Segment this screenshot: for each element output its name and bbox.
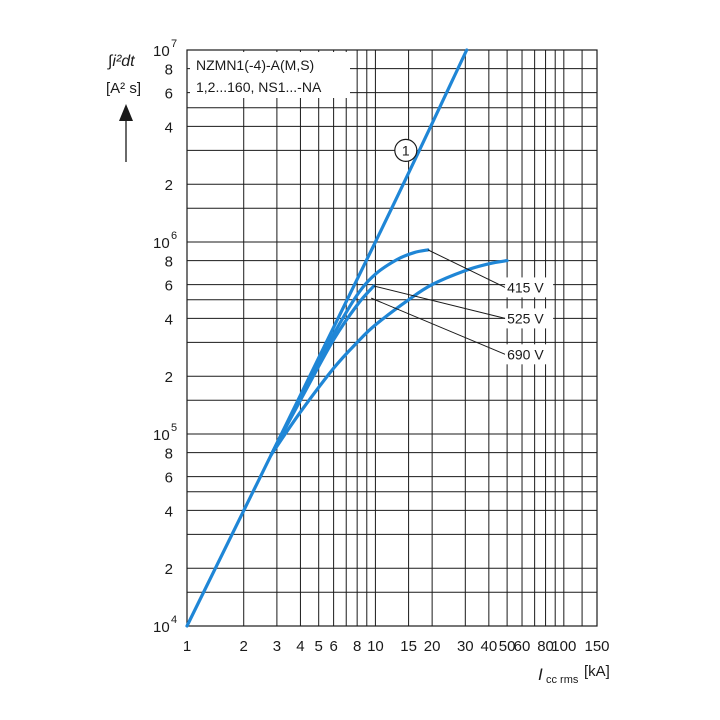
- curve-marker-circle: [394, 138, 418, 162]
- series-label: 415 V: [507, 279, 544, 295]
- title-line-1: NZMN1(-4)-A(M,S): [196, 57, 314, 73]
- y-tick-label: 8: [165, 446, 173, 463]
- chart-title-box: NZMN1(-4)-A(M,S) 1,2...160, NS1...-NA: [190, 52, 350, 98]
- leader-line: [373, 285, 506, 319]
- y-axis-arrow-head: [119, 104, 133, 121]
- leader-line: [371, 297, 506, 355]
- x-tick-label: 8: [353, 638, 361, 655]
- y-tick-label: 4: [165, 503, 173, 520]
- y-tick-label: 2: [165, 561, 173, 578]
- curve-marker-label: 1: [402, 142, 410, 158]
- y-axis-title: ∫i²dt [A² s]: [106, 53, 141, 162]
- y-tick-label: 10: [153, 235, 170, 252]
- x-axis-unit: [kA]: [584, 663, 610, 680]
- x-tick-label: 3: [273, 638, 281, 655]
- curve-525-v: [269, 284, 376, 457]
- x-tick-label: 5: [315, 638, 323, 655]
- x-tick-label: 4: [296, 638, 304, 655]
- x-tick-label: 20: [424, 638, 441, 655]
- y-tick-exponent: 5: [171, 422, 177, 434]
- y-tick-label: 4: [165, 119, 173, 136]
- series-label: 690 V: [507, 346, 544, 362]
- y-tick-label: 10: [153, 43, 170, 60]
- x-tick-label: 1: [183, 638, 191, 655]
- x-axis-title: I cc rms [kA]: [538, 663, 610, 686]
- leader-line: [427, 249, 506, 288]
- y-tick-exponent: 6: [171, 230, 177, 242]
- y-tick-label: 6: [165, 278, 173, 295]
- plot-frame: [186, 49, 598, 627]
- curve-1: [185, 48, 469, 628]
- curve-690-v: [269, 259, 509, 457]
- x-tick-label: 40: [481, 638, 498, 655]
- x-axis-label: I: [538, 665, 543, 684]
- y-tick-label: 6: [165, 86, 173, 103]
- y-tick-label: 8: [165, 62, 173, 79]
- label-background: [505, 344, 554, 365]
- y-tick-label: 10: [153, 619, 170, 636]
- y-axis-label: ∫i²dt: [107, 53, 135, 70]
- y-tick-label: 8: [165, 254, 173, 271]
- y-tick-label: 4: [165, 311, 173, 328]
- series-label: 525 V: [507, 310, 544, 326]
- x-tick-label: 6: [329, 638, 337, 655]
- x-tick-label: 60: [514, 638, 531, 655]
- leader-lines: 1 415 V 525 V 690 V: [371, 138, 554, 365]
- y-tick-exponent: 7: [171, 38, 177, 50]
- x-tick-label: 150: [584, 638, 609, 655]
- label-background: [505, 308, 554, 329]
- title-line-2: 1,2...160, NS1...-NA: [196, 79, 322, 95]
- x-tick-label: 10: [367, 638, 384, 655]
- y-tick-exponent: 4: [171, 614, 177, 626]
- x-axis-label-subscript: cc rms: [546, 674, 579, 686]
- label-background: [505, 277, 554, 298]
- x-tick-label: 50: [499, 638, 516, 655]
- y-tick-label: 10: [153, 427, 170, 444]
- plot-background: [187, 50, 597, 626]
- curves: [185, 48, 509, 628]
- y-tick-label: 2: [165, 177, 173, 194]
- x-tick-label: 15: [400, 638, 417, 655]
- y-tick-label: 2: [165, 369, 173, 386]
- y-tick-label: 6: [165, 470, 173, 487]
- x-tick-label: 100: [551, 638, 576, 655]
- y-axis-unit: [A² s]: [106, 80, 141, 97]
- x-tick-label: 2: [240, 638, 248, 655]
- x-tick-label: 80: [537, 638, 554, 655]
- x-tick-label: 30: [457, 638, 474, 655]
